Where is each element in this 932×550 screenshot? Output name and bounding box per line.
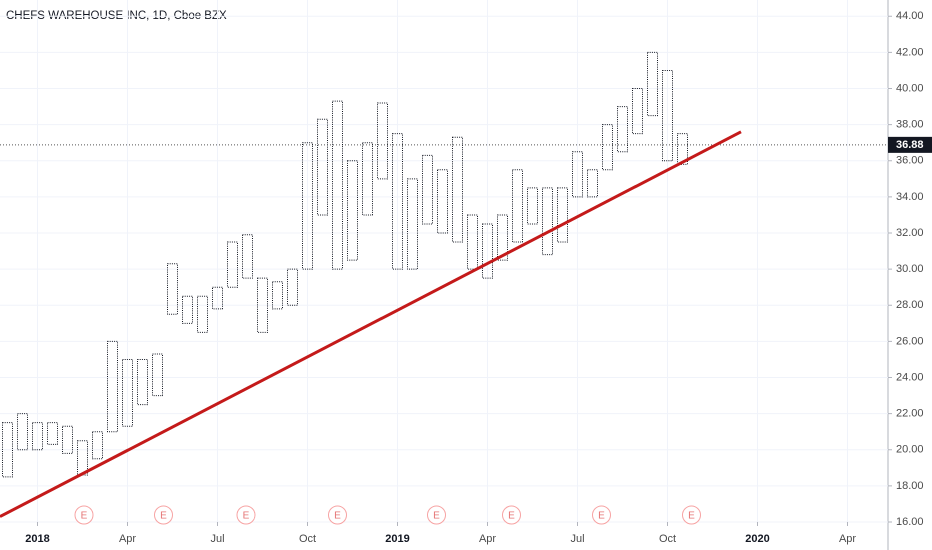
price-bar [152,353,163,397]
x-tick-label: Jul [210,533,224,545]
y-tick-label: 32.00 [896,227,924,239]
price-bar [662,69,673,162]
price-bar [497,214,508,261]
y-tick-label: 28.00 [896,299,924,311]
earnings-label: E [334,511,341,522]
price-bar [377,102,388,180]
price-bar [287,268,298,306]
price-bar [317,118,328,216]
y-tick-label: 26.00 [896,335,924,347]
trendline [0,130,742,518]
price-bar [272,281,283,310]
price-bar [17,413,28,451]
price-bar [437,169,448,234]
earnings-label: E [688,511,695,522]
price-bar [632,88,643,135]
x-tick-label: Apr [479,533,496,545]
price-bar [647,51,658,117]
price-bar [107,340,118,433]
y-tick-label: 22.00 [896,408,924,420]
x-tick-label: Apr [839,533,856,545]
x-tick-label: Apr [119,533,136,545]
earnings-marker [502,505,521,525]
earnings-marker [236,505,256,525]
price-bar [407,178,418,270]
earnings-label: E [433,511,440,522]
price-bar [182,295,193,324]
price-bar [602,124,613,171]
price-bar [32,422,43,451]
earnings-marker [154,505,173,525]
y-tick-label: 34.00 [896,191,924,203]
y-tick-label: 20.00 [896,444,924,456]
earnings-label: E [243,511,250,522]
earnings-marker [427,505,446,525]
x-tick-label: Jul [570,533,584,545]
price-bar [467,214,478,270]
price-bar [452,136,463,243]
earnings-label: E [160,511,167,522]
price-bar [422,154,433,225]
price-bar [167,263,178,315]
price-bar [617,106,628,153]
price-bar [197,295,208,333]
price-bar [302,142,313,270]
price-bar [512,169,523,243]
x-tick-label: Oct [659,533,676,545]
price-bar [2,422,13,478]
y-tick-label: 18.00 [896,480,924,492]
y-tick-label: 38.00 [896,119,924,131]
price-bar [92,431,103,460]
y-tick-label: 30.00 [896,263,924,275]
earnings-label: E [598,511,605,522]
price-bar [527,187,538,225]
price-bar [362,142,373,216]
price-bar [557,187,568,243]
y-tick-label: 42.00 [896,46,924,58]
earnings-marker [328,505,347,525]
price-bar [242,234,253,279]
earnings-marker [592,505,611,525]
y-tick-label: 36.00 [896,155,924,167]
last-price-label: 36.88 [896,139,924,151]
price-bar [572,151,583,198]
y-tick-label: 24.00 [896,371,924,383]
price-bar [212,286,223,310]
price-bar [227,241,238,288]
price-bar [542,187,553,256]
earnings-label: E [508,511,515,522]
y-tick-label: 40.00 [896,82,924,94]
price-bar [332,100,343,270]
last-price-badge [888,136,932,153]
x-tick-label: 2018 [25,533,49,545]
y-tick-label: 44.00 [896,10,924,22]
x-tick-label: 2020 [745,533,769,545]
x-tick-label: Oct [299,533,316,545]
price-bar [677,133,688,165]
price-bar [122,358,133,427]
price-bar [137,358,148,406]
price-bar [392,133,403,270]
earnings-marker [74,505,94,525]
x-tick-label: 2019 [385,533,409,545]
price-bar [62,425,73,454]
price-bar [47,422,58,445]
earnings-marker [682,505,701,525]
price-bar [587,169,598,198]
y-tick-label: 16.00 [896,516,924,528]
price-bar [347,160,358,261]
earnings-label: E [81,511,88,522]
price-bar [482,223,493,279]
price-bar [257,277,268,333]
